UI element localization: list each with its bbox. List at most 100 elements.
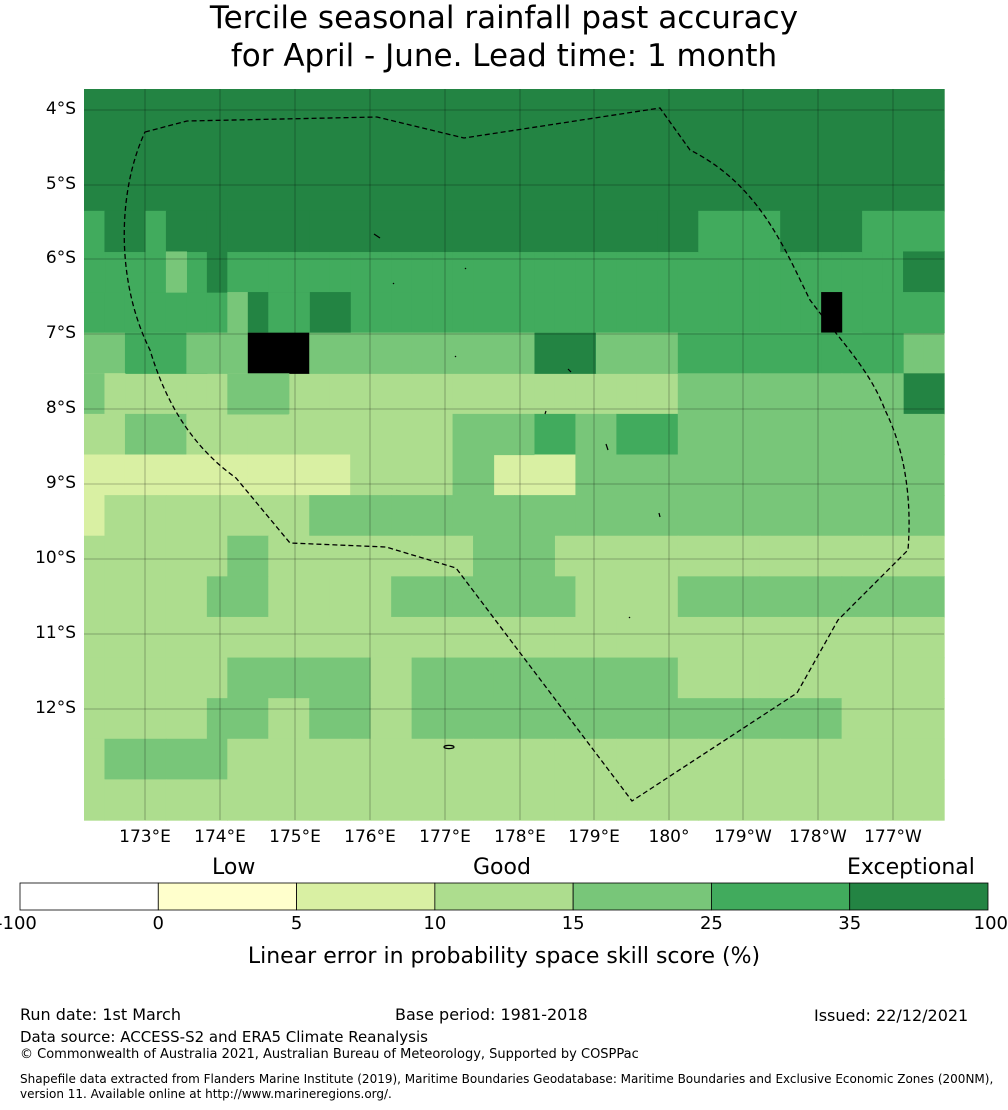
island [544,410,547,415]
grid-cell [554,616,617,659]
grid-cell [514,251,536,293]
grid-cell [780,738,863,780]
grid-cell [350,738,413,780]
grid-cell [493,292,515,334]
island [567,368,572,373]
grid-cell [841,576,945,618]
grid-cell [657,454,740,496]
grid-cell [534,373,556,415]
grid-cell [370,657,413,699]
grid-cell [309,251,331,293]
grid-cell [165,495,228,537]
grid-cell [124,454,187,496]
grid-cell [636,373,658,415]
colorbar-tick: 0 [152,913,164,934]
grid-cell [575,454,658,496]
grid-cell [473,738,556,780]
grid-cell [862,535,945,577]
lat-label: 8°S [45,398,76,418]
run-date: Run date: 1st March [20,1005,181,1024]
grid-cell [473,616,556,659]
grid-cell [84,89,945,212]
grid-cell [452,413,536,456]
grid-cell [165,698,208,740]
grid-cell [84,698,106,740]
grid-cell [452,576,515,618]
grid-cell [657,373,679,415]
grid-cell [473,251,495,293]
grid-cell [636,292,658,334]
grid-cell [575,251,597,293]
grid-cell [104,495,167,537]
data-source: Data source: ACCESS-S2 and ERA5 Climate … [20,1028,428,1046]
grid-cell [862,616,945,659]
category-low: Low [212,855,256,880]
grid-cell [677,535,761,577]
grid-cell [391,373,413,415]
colorbar-tick: 5 [290,913,303,934]
grid-cell [391,495,454,537]
grid-cell [575,292,597,334]
grid-cell [759,535,863,577]
grid-cell [636,251,658,293]
grid-cell [206,373,228,415]
grid-cell [186,373,208,415]
grid-cell [616,616,699,659]
grid-cell [657,292,679,334]
grid-cell [514,454,536,496]
grid-cell [698,251,720,293]
map-title-line2: for April - June. Lead time: 1 month [230,38,778,74]
grid-cell [903,332,925,374]
grid-cell [493,373,515,415]
grid-cell [862,210,945,253]
grid-cell [411,698,474,740]
grid-cell [534,292,556,334]
grid-cell [575,413,617,456]
grid-cell [309,698,372,740]
grid-cell [923,332,945,374]
grid-cell [411,292,433,334]
grid-cell [821,292,843,334]
grid-cell [186,454,249,496]
grid-cell [739,292,761,334]
grid-cell [452,210,658,253]
grid-cell [862,779,945,821]
grid-cell [84,454,106,496]
grid-cell [554,251,577,293]
grid-cell [227,779,290,821]
grid-cell [780,616,863,659]
grid-cell [514,373,536,415]
grid-cell [165,251,187,293]
grid-cell [718,292,740,334]
grid-cell [534,251,556,293]
grid-cell [862,292,945,334]
grid-cell [268,413,290,456]
grid-cell [124,373,147,415]
grid-cell [759,292,781,334]
lat-label: 6°S [45,248,76,268]
grid-cell [841,373,904,415]
grid-cell [370,698,413,740]
grid-cell [104,454,126,496]
colorbar-tick: 10 [423,913,447,934]
grid-cell [104,373,126,415]
grid-cell [227,738,290,780]
grid-cell [84,413,106,456]
grid-cell [104,576,167,618]
grid-cell [104,413,126,456]
grid-cell [165,779,228,821]
grid-cell [575,495,679,537]
grid-cell [268,251,290,293]
island [443,744,455,750]
grid-cell [350,373,372,415]
grid-cell [841,292,863,334]
grid-cell [821,454,945,496]
island [464,267,467,270]
grid-cell [104,616,167,659]
grid-cell [309,210,454,253]
grid-cell [534,332,597,374]
grid-cell [165,292,187,334]
shapefile-credit-2: version 11. Available online at http://w… [20,1087,392,1101]
lon-label: 174°E [194,827,246,847]
grid-cell [759,657,843,699]
